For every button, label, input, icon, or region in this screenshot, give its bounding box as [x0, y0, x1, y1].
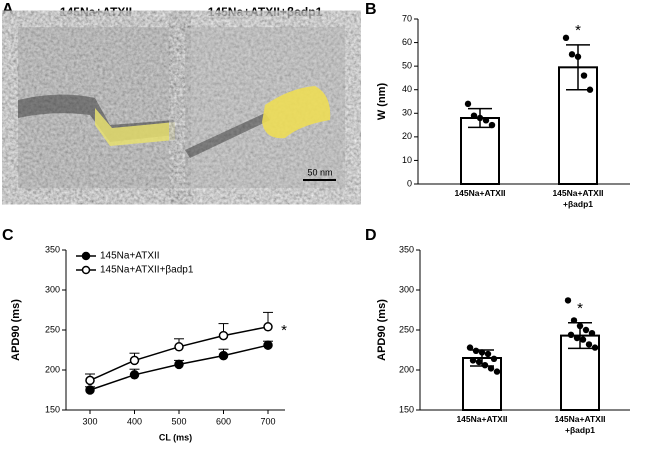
- data-point: [481, 362, 489, 369]
- y-tick-label: 0: [407, 178, 412, 188]
- x-tick-label: 500: [171, 416, 186, 426]
- legend-marker: [81, 265, 91, 275]
- y-tick-label: 150: [399, 404, 414, 414]
- y-axis-label: APD90 (ms): [376, 299, 388, 361]
- legend-label: 145Na+ATXII+βadp1: [100, 265, 194, 276]
- y-tick-label: 200: [45, 364, 60, 374]
- legend-label: 145Na+ATXII: [100, 251, 160, 262]
- y-tick-label: 50: [402, 61, 412, 71]
- y-tick-label: 10: [402, 155, 412, 165]
- y-tick-label: 70: [402, 13, 412, 23]
- series-line: [89, 326, 269, 382]
- data-point: [85, 375, 95, 386]
- x-tick-label: 600: [216, 416, 231, 426]
- y-tick-label: 250: [45, 324, 60, 334]
- panel-letter: A: [2, 1, 14, 18]
- data-point: [579, 336, 587, 343]
- data-point: [487, 365, 495, 372]
- x-tick-label: 700: [260, 416, 275, 426]
- y-tick-label: 40: [402, 84, 412, 94]
- data-point: [476, 114, 484, 122]
- y-axis-label: W (nm): [376, 83, 388, 121]
- y-tick-label: 350: [45, 244, 60, 254]
- y-axis-label: APD90 (ms): [10, 299, 22, 361]
- data-point: [263, 322, 273, 332]
- data-point: [482, 117, 490, 124]
- image-title: 145Na+ATXII: [60, 5, 132, 19]
- y-tick-label: 300: [399, 284, 414, 294]
- data-point: [580, 72, 588, 79]
- data-point: [218, 330, 229, 341]
- data-point: [567, 331, 575, 338]
- y-tick-label: 200: [399, 364, 414, 374]
- x-tick-label: 145Na+ATXII +βadp1: [552, 188, 603, 209]
- data-point: [591, 344, 599, 351]
- x-axis-label: CL (ms): [159, 432, 192, 442]
- data-point: [472, 347, 480, 354]
- x-tick-label: 400: [127, 416, 142, 426]
- annotation: *: [577, 300, 583, 317]
- data-point: [588, 330, 596, 337]
- panel-letter: D: [365, 227, 377, 244]
- data-point: [470, 112, 478, 119]
- legend-marker: [81, 251, 91, 261]
- data-point: [174, 359, 184, 370]
- data-point: [564, 297, 572, 304]
- x-tick-label: 145Na+ATXII +βadp1: [554, 414, 605, 435]
- data-point: [478, 349, 486, 356]
- image-title: 145Na+ATXII+βadp1: [208, 5, 323, 19]
- data-point: [574, 53, 582, 60]
- annotation: *: [281, 322, 287, 339]
- y-tick-label: 20: [402, 131, 412, 141]
- data-point: [585, 341, 593, 348]
- y-tick-label: 300: [45, 284, 60, 294]
- x-tick-label: 145Na+ATXII: [454, 188, 505, 198]
- data-point: [573, 334, 581, 342]
- panel-letter: C: [2, 227, 14, 244]
- data-point: [475, 358, 483, 366]
- data-point: [466, 344, 474, 351]
- data-point: [582, 326, 590, 334]
- annotation: *: [575, 22, 581, 39]
- micrograph: [18, 27, 175, 188]
- data-point: [129, 370, 140, 380]
- micrograph: [185, 27, 345, 188]
- y-tick-label: 150: [45, 404, 60, 414]
- data-point: [263, 340, 273, 350]
- data-point: [174, 342, 184, 352]
- data-point: [570, 317, 578, 324]
- data-point: [562, 34, 570, 42]
- data-point: [464, 100, 472, 108]
- x-tick-label: 300: [82, 416, 97, 426]
- data-point: [490, 355, 498, 362]
- data-point: [484, 350, 492, 358]
- panel-letter: B: [365, 1, 377, 18]
- data-point: [586, 86, 594, 93]
- y-tick-label: 350: [399, 244, 414, 254]
- data-point: [568, 51, 576, 58]
- y-tick-label: 60: [402, 37, 412, 47]
- data-point: [218, 350, 229, 361]
- data-point: [85, 385, 95, 395]
- data-point: [469, 357, 477, 364]
- data-point: [488, 121, 496, 129]
- y-tick-label: 30: [402, 108, 412, 118]
- scale-bar-label: 50 nm: [307, 167, 332, 177]
- y-tick-label: 250: [399, 324, 414, 334]
- data-point: [576, 322, 584, 330]
- x-tick-label: 145Na+ATXII: [456, 414, 507, 424]
- data-point: [129, 355, 140, 366]
- data-point: [493, 368, 501, 375]
- bar: [460, 117, 500, 185]
